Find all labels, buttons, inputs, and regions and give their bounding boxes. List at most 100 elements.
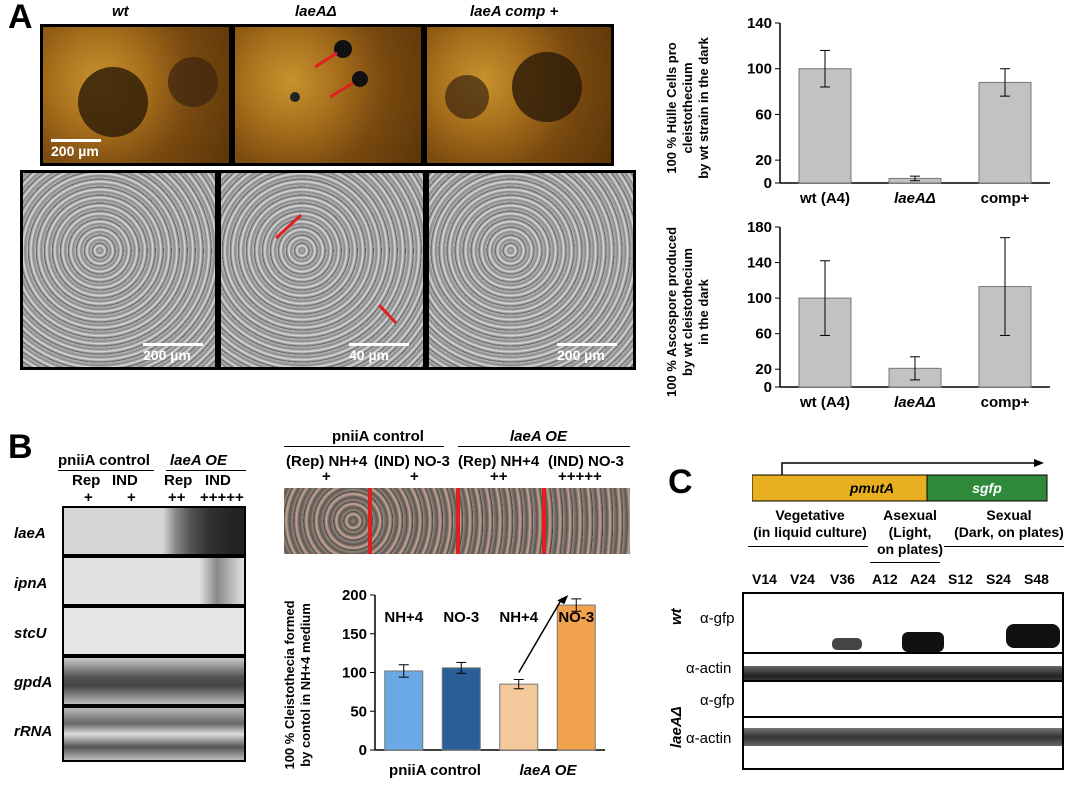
stage-asexual: Asexual (Light, on plates) <box>876 507 944 557</box>
scalebar-bottom-laea-delta: 40 µm <box>349 343 409 363</box>
plate-divider <box>542 488 546 554</box>
ylabel-line-3: by wt strain in the dark <box>696 36 711 178</box>
plate-divider <box>456 488 460 554</box>
lane-label: S12 <box>948 571 973 587</box>
y-tick-label: 0 <box>764 379 772 396</box>
blot-stcu <box>62 606 246 656</box>
stage-vegetative: Vegetative (in liquid culture) <box>753 507 867 540</box>
plate-cond-3: (Rep) NH+4 <box>458 453 540 470</box>
col-level-3: ++ <box>168 489 186 506</box>
scalebar-bottom-wt: 200 µm <box>143 343 203 363</box>
ylabel-line-2: cleistothecium <box>680 62 695 153</box>
chart-ascospore: 100 % Ascospore produced by wt cleistoth… <box>664 219 1050 411</box>
plate-level-4: +++++ <box>558 468 602 485</box>
y-tick-label: 0 <box>764 175 772 192</box>
ylabel-line-2: by contol in NH+4 medium <box>298 603 313 767</box>
sem-laea-comp: 200 µm <box>426 170 636 370</box>
y-tick-label: 0 <box>359 742 367 759</box>
lane-label: S48 <box>1024 571 1049 587</box>
gene-rrna: rRNA <box>14 723 53 740</box>
xgroup-pniia: pniiA control <box>389 762 481 779</box>
group-underline <box>58 470 154 471</box>
category-label: comp+ <box>981 190 1030 207</box>
plate-photo <box>284 488 630 554</box>
probe-wt-actin: α-actin <box>686 660 732 677</box>
plate-cond-4: (IND) NO-3 <box>548 453 624 470</box>
probe-wt-gfp: α-gfp <box>700 610 735 627</box>
stage-sexual: Sexual (Dark, on plates) <box>954 507 1064 540</box>
panel-letter-b: B <box>8 428 33 466</box>
blot-laea <box>62 506 246 556</box>
strain-label-laea-delta: laeAΔ <box>295 3 337 20</box>
chart-cleistothecia: 100 % Cleistothecia formed by contol in … <box>282 587 605 779</box>
xgroup-laea-oe: laeA OE <box>520 762 578 779</box>
col-level-4: +++++ <box>200 489 244 506</box>
lane-label: S24 <box>986 571 1011 587</box>
ylabel-line-1: 100 % Ascospore produced <box>664 227 679 397</box>
category-label: laeAΔ <box>894 190 936 207</box>
group-underline <box>166 470 246 471</box>
strain-label-wt: wt <box>112 3 129 20</box>
plate-divider <box>368 488 372 554</box>
gene-ipna: ipnA <box>14 575 48 592</box>
lane-label: A12 <box>872 571 898 587</box>
increase-arrow <box>518 597 563 673</box>
y-tick-label: 60 <box>755 106 772 123</box>
bar-top-label: NH+4 <box>499 609 538 626</box>
y-tick-label: 50 <box>350 703 367 720</box>
strain-label-laea-comp: laeA comp + <box>470 3 559 20</box>
category-label: comp+ <box>981 394 1030 411</box>
panel-letter-a: A <box>8 0 33 36</box>
bar <box>499 683 539 751</box>
scalebar-top-wt: 200 µm <box>51 139 101 159</box>
bar <box>798 68 852 184</box>
band-s48-gfp <box>1006 624 1060 648</box>
western-laea-delta <box>742 680 1064 770</box>
western-wt <box>742 592 1064 694</box>
ylabel-line-2: by wt cleistothecium <box>680 248 695 376</box>
probe-laea-gfp: α-gfp <box>700 692 735 709</box>
category-label: wt (A4) <box>799 190 850 207</box>
scalebar-bottom-laea-comp: 200 µm <box>557 343 617 363</box>
sem-wt: 200 µm <box>20 170 218 370</box>
bar <box>384 670 424 751</box>
plate-level-1: + <box>322 468 331 485</box>
lane-label: V14 <box>752 571 777 587</box>
band-v36-gfp <box>832 638 862 650</box>
plate-group-line <box>284 446 444 447</box>
y-tick-label: 180 <box>747 219 772 236</box>
panel-letter-c: C <box>668 463 693 501</box>
col-label-ind-2: IND <box>205 472 231 489</box>
chart-hulle-cells: 100 % Hülle Cells pro cleistothecium by … <box>664 15 1050 207</box>
y-tick-label: 200 <box>342 587 367 604</box>
y-tick-label: 140 <box>747 15 772 32</box>
ylabel-line-3: in the dark <box>696 278 711 345</box>
lane-label: A24 <box>910 571 936 587</box>
lane-label: V24 <box>790 571 815 587</box>
category-label: wt (A4) <box>799 394 850 411</box>
actin-line-laea <box>744 716 1062 718</box>
blot-rrna <box>62 706 246 762</box>
photo-wt-cleistothecia: 200 µm <box>40 24 232 166</box>
y-tick-label: 100 <box>342 665 367 682</box>
plate-group-pniia: pniiA control <box>332 428 424 445</box>
plate-cond-1: (Rep) NH+4 <box>286 453 368 470</box>
ylabel-line-1: 100 % Hülle Cells pro <box>664 42 679 174</box>
col-label-rep-2: Rep <box>164 472 193 489</box>
construct-diagram: pmutA sgfp <box>752 459 1048 502</box>
bar <box>556 604 596 751</box>
stage-line <box>944 546 1064 547</box>
y-tick-label: 60 <box>755 326 772 343</box>
y-tick-label: 20 <box>755 361 772 378</box>
photo-laea-delta-cleistothecia <box>232 24 424 166</box>
col-level-1: + <box>84 489 93 506</box>
gene-laea: laeA <box>14 525 46 542</box>
y-tick-label: 100 <box>747 61 772 78</box>
photo-laea-comp-cleistothecia <box>424 24 614 166</box>
probe-laea-actin: α-actin <box>686 730 732 747</box>
col-label-rep-1: Rep <box>72 472 101 489</box>
bar-top-label: NO-3 <box>558 609 594 626</box>
lane-label: V36 <box>830 571 855 587</box>
plate-cond-2: (IND) NO-3 <box>374 453 450 470</box>
bar-top-label: NH+4 <box>384 609 423 626</box>
